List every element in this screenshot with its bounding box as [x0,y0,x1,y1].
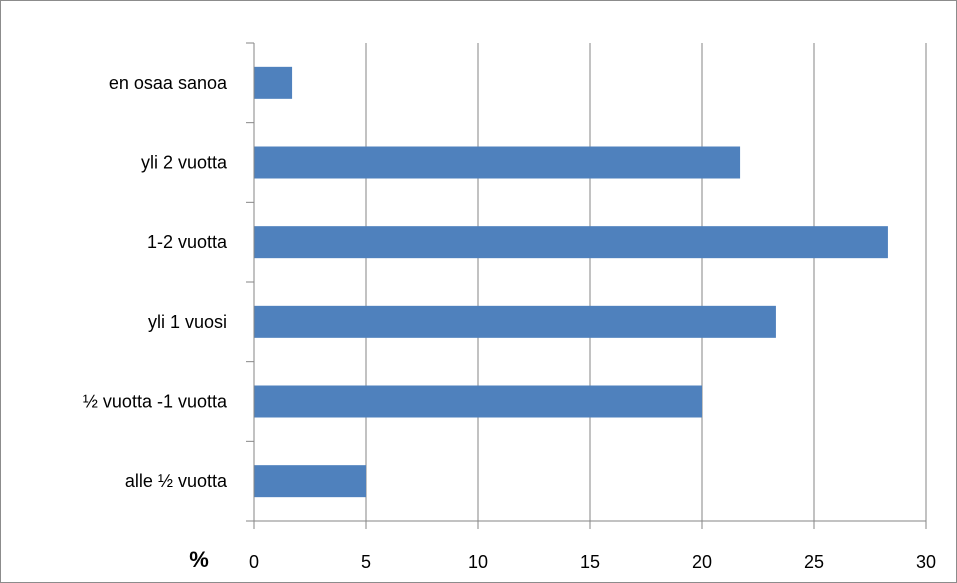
bar-4 [254,385,702,418]
bar-3 [254,305,776,338]
y-category-label-4: ½ vuotta -1 vuotta [83,392,228,412]
y-category-label-3: yli 1 vuosi [148,312,227,332]
axes [246,42,927,529]
x-tick-label-5: 5 [361,552,371,572]
bar-1 [254,146,741,179]
y-category-label-1: yli 2 vuotta [141,153,228,173]
x-tick-label-15: 15 [580,552,600,572]
x-tick-label-0: 0 [249,552,259,572]
gridlines [365,43,927,521]
x-tick-label-20: 20 [692,552,712,572]
bar-2 [254,226,888,259]
x-tick-label-30: 30 [916,552,936,572]
y-category-label-5: alle ½ vuotta [125,471,228,491]
x-axis-unit-label: % [189,547,209,572]
bar-0 [254,66,293,99]
y-category-label-2: 1-2 vuotta [147,232,228,252]
x-tick-label-25: 25 [804,552,824,572]
labels: 0 5 10 15 20 25 30 en osaa sanoa yli 2 vuotta 1-2… [83,73,936,572]
bars [254,66,888,498]
y-category-label-0: en osaa sanoa [109,73,228,93]
x-tick-label-10: 10 [468,552,488,572]
bar-5 [254,465,366,498]
